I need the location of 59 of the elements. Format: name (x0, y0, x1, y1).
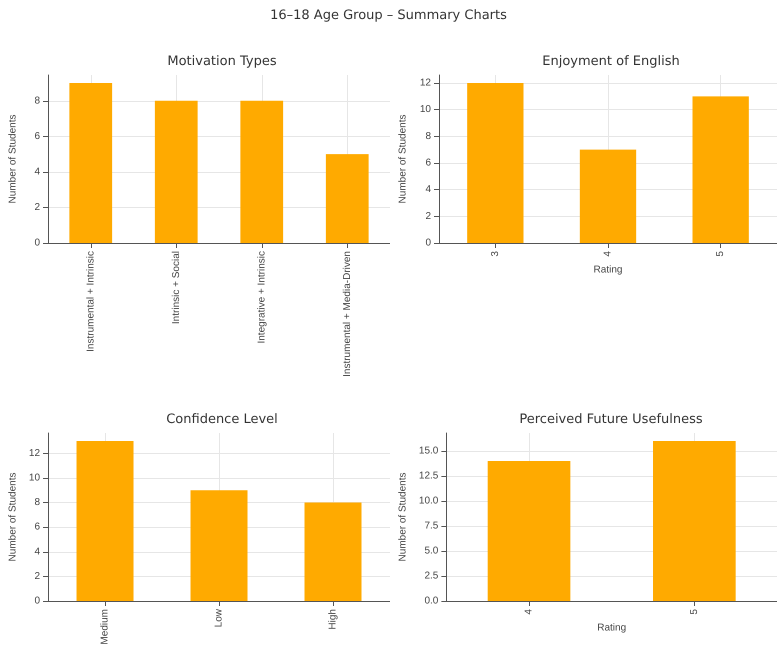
y-tick-label: 15.0 (418, 446, 439, 456)
y-tick-label: 10 (28, 472, 40, 484)
x-tick-label: Low (214, 608, 225, 628)
y-tick-label: 6 (425, 158, 432, 168)
bar (580, 150, 636, 243)
x-tick-label: High (328, 609, 339, 630)
x-tick-label: 4 (524, 608, 535, 615)
bar (190, 490, 248, 601)
y-tick-label: 6 (34, 522, 40, 533)
chart-title: Perceived Future Usefulness (519, 412, 703, 427)
x-tick-label: Integrative + Intrinsic (256, 251, 268, 344)
bar (154, 100, 198, 243)
y-tick-label: 5.0 (424, 546, 439, 556)
x-tick-label: Intrinsic + Social (170, 251, 182, 324)
y-tick-label: 2 (425, 210, 432, 222)
y-tick-label: 2 (34, 202, 40, 213)
bar (76, 441, 134, 601)
y-axis-title: Number of Students (8, 114, 18, 204)
y-tick-label: 12.5 (418, 470, 439, 482)
bar (304, 502, 362, 601)
y-tick-label: 8 (34, 497, 40, 508)
y-tick-label: 8 (34, 95, 40, 106)
y-tick-label: 10 (420, 104, 432, 116)
y-tick-label: 12 (28, 448, 40, 459)
y-tick-label: 4 (34, 166, 40, 178)
y-tick-label: 8 (425, 130, 432, 142)
chart-title: Confidence Level (166, 412, 278, 427)
y-tick-label: 0.0 (424, 596, 439, 606)
x-axis-title: Rating (594, 264, 622, 276)
bar (692, 96, 749, 243)
chart-title: Enjoyment of English (542, 54, 680, 69)
bar (467, 83, 524, 243)
chart-title: Motivation Types (167, 54, 277, 69)
bar (240, 100, 284, 243)
x-tick-label: Medium (100, 609, 111, 645)
y-tick-label: 10.0 (418, 496, 439, 506)
y-axis-title: Number of Students (398, 472, 408, 562)
y-tick-label: 0 (34, 596, 40, 606)
x-tick-label: 3 (490, 250, 501, 257)
text: 16–18 Age Group – Summary Charts (269, 8, 508, 23)
y-tick-label: 2 (34, 570, 40, 582)
y-tick-label: 12 (420, 78, 432, 88)
x-tick-label: Instrumental + Media-Driven (342, 251, 353, 377)
y-tick-label: 4 (425, 184, 432, 196)
x-tick-label: 5 (715, 250, 726, 257)
y-tick-label: 0 (34, 238, 40, 248)
y-tick-label: 4 (34, 546, 40, 558)
bar (326, 154, 369, 243)
y-tick-label: 0 (425, 238, 432, 248)
y-tick-label: 7.5 (424, 520, 439, 532)
x-tick-label: 4 (602, 250, 614, 257)
bar (69, 83, 112, 243)
y-axis-title: Number of Students (8, 472, 18, 562)
x-tick-label: 5 (688, 608, 700, 615)
x-tick-label: Instrumental + Intrinsic (85, 251, 96, 352)
x-axis-title: Rating (597, 622, 626, 634)
y-tick-label: 6 (34, 130, 40, 142)
y-axis-title: Number of Students (398, 114, 408, 204)
y-tick-label: 2.5 (424, 570, 439, 582)
